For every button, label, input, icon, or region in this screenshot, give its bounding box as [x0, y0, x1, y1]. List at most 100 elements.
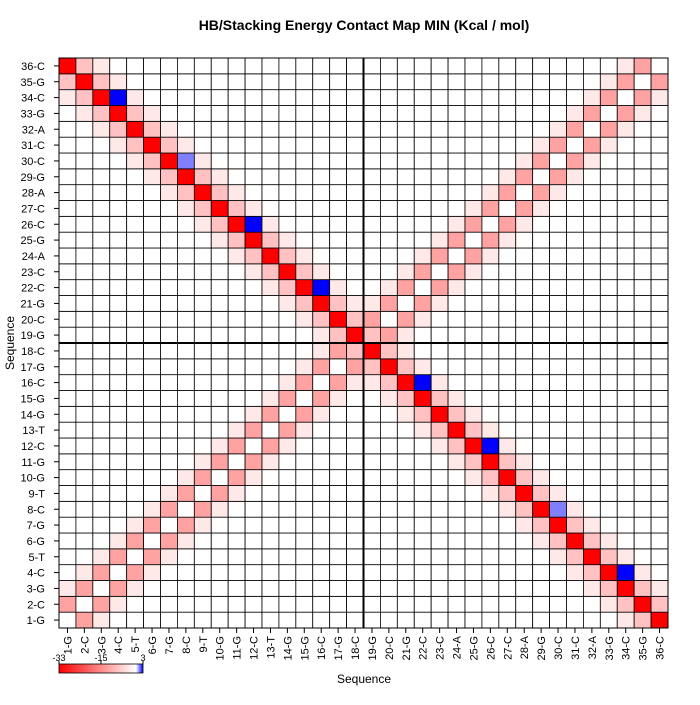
- heatmap-cell: [312, 421, 331, 439]
- heatmap-cell: [481, 595, 500, 613]
- heatmap-cell: [193, 532, 212, 550]
- heatmap-cell: [583, 390, 601, 407]
- heatmap-cell: [278, 374, 297, 391]
- heatmap-cell: [650, 263, 669, 281]
- heatmap-cell: [329, 548, 347, 566]
- x-tick-label: 22-C: [418, 636, 430, 660]
- heatmap-cell: [515, 326, 534, 344]
- heatmap-cell: [312, 548, 331, 566]
- heatmap-cell: [329, 532, 347, 550]
- heatmap-cell: [160, 89, 178, 106]
- heatmap-cell: [160, 564, 178, 581]
- heatmap-cell: [498, 326, 517, 344]
- heatmap-cell: [312, 152, 331, 170]
- heatmap-cell: [210, 405, 229, 423]
- heatmap-cell: [58, 136, 77, 154]
- heatmap-cell: [109, 215, 128, 233]
- heatmap-cell: [261, 469, 280, 486]
- x-tick-label: 15-G: [299, 636, 311, 660]
- heatmap-cell: [126, 120, 144, 138]
- heatmap-cell: [177, 500, 195, 518]
- heatmap-cell: [650, 152, 669, 170]
- heatmap-cell: [481, 184, 500, 201]
- heatmap-cell: [515, 295, 534, 312]
- heatmap-cell: [295, 215, 314, 233]
- heatmap-cell: [244, 184, 263, 201]
- heatmap-cell: [278, 295, 297, 312]
- heatmap-cell: [143, 485, 161, 502]
- heatmap-cell: [143, 358, 161, 376]
- heatmap-cell: [566, 263, 584, 281]
- heatmap-cell: [143, 437, 161, 455]
- heatmap-cell: [329, 105, 347, 122]
- heatmap-cell: [312, 57, 331, 75]
- heatmap-cell: [278, 152, 297, 170]
- heatmap-cell: [109, 453, 128, 471]
- heatmap-cell: [633, 152, 652, 170]
- heatmap-cell: [380, 184, 398, 201]
- heatmap-cell: [583, 516, 601, 534]
- heatmap-cell: [346, 342, 364, 360]
- heatmap-cell: [346, 611, 364, 629]
- heatmap-cell: [549, 358, 567, 376]
- heatmap-cell: [295, 437, 314, 455]
- heatmap-cell: [447, 611, 466, 629]
- heatmap-cell: [549, 168, 567, 186]
- heatmap-cell: [532, 500, 550, 518]
- heatmap-cell: [599, 89, 618, 106]
- heatmap-cell: [346, 500, 364, 518]
- heatmap-cell: [430, 263, 449, 281]
- heatmap-cell: [227, 136, 246, 154]
- heatmap-cell: [261, 89, 280, 106]
- heatmap-cell: [177, 184, 195, 201]
- heatmap-cell: [616, 152, 635, 170]
- heatmap-cell: [650, 421, 669, 439]
- heatmap-cell: [549, 184, 567, 201]
- heatmap-cell: [278, 263, 297, 281]
- heatmap-cell: [430, 152, 449, 170]
- heatmap-cell: [599, 548, 618, 566]
- heatmap-cell: [312, 595, 331, 613]
- y-tick-label: 29-G: [21, 172, 45, 184]
- x-axis-title: Sequence: [337, 672, 391, 686]
- heatmap-cell: [278, 326, 297, 344]
- heatmap-cell: [143, 421, 161, 439]
- heatmap-cell: [549, 231, 567, 249]
- heatmap-cell: [210, 215, 229, 233]
- heatmap-cell: [650, 453, 669, 471]
- heatmap-cell: [583, 231, 601, 249]
- heatmap-cell: [616, 595, 635, 613]
- y-tick-label: 15-G: [21, 393, 45, 405]
- heatmap-cell: [549, 500, 567, 518]
- heatmap-cell: [312, 390, 331, 407]
- heatmap-cell: [312, 215, 331, 233]
- heatmap-cell: [616, 358, 635, 376]
- heatmap-cell: [109, 279, 128, 296]
- heatmap-cell: [549, 326, 567, 344]
- heatmap-cell: [380, 595, 398, 613]
- heatmap-cell: [583, 532, 601, 550]
- heatmap-cell: [329, 453, 347, 471]
- y-tick-label: 21-G: [21, 298, 45, 310]
- heatmap-cell: [633, 89, 652, 106]
- y-tick-label: 17-G: [21, 362, 45, 374]
- heatmap-cell: [177, 453, 195, 471]
- heatmap-cell: [650, 200, 669, 217]
- heatmap-cell: [75, 580, 94, 597]
- heatmap-cell: [566, 184, 584, 201]
- heatmap-cell: [380, 215, 398, 233]
- heatmap-cell: [616, 580, 635, 597]
- heatmap-cell: [396, 437, 415, 455]
- heatmap-cell: [92, 548, 111, 566]
- heatmap-cell: [650, 105, 669, 122]
- heatmap-cell: [160, 310, 178, 328]
- y-tick-label: 32-A: [22, 124, 46, 136]
- heatmap-cell: [244, 326, 263, 344]
- heatmap-cell: [193, 279, 212, 296]
- heatmap-cell: [143, 215, 161, 233]
- heatmap-cell: [515, 548, 534, 566]
- heatmap-cell: [295, 342, 314, 360]
- heatmap-cell: [481, 120, 500, 138]
- heatmap-cell: [566, 548, 584, 566]
- x-tick-label: 8-C: [181, 636, 193, 654]
